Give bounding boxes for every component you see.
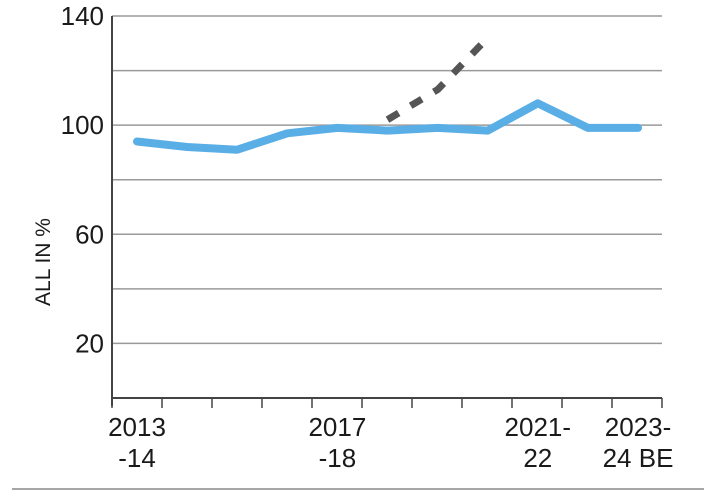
y-tick-label: 140 xyxy=(61,1,104,31)
x-tick-label: 22 xyxy=(523,443,552,473)
x-tick-label: 24 BE xyxy=(603,443,674,473)
y-axis-title: ALL IN % xyxy=(32,218,55,306)
y-tick-label: 60 xyxy=(75,219,104,249)
y-tick-labels: 20 60 100 140 xyxy=(61,1,104,358)
x-tick-label: 2023- xyxy=(605,412,672,442)
x-tick-label: -18 xyxy=(319,443,357,473)
x-axis-ticks xyxy=(111,398,663,408)
x-tick-label: 2013 xyxy=(108,412,166,442)
series-line-dashed xyxy=(385,35,491,123)
x-tick-labels: 2013-14 2017-18 2021-22 2023-24 BE xyxy=(108,412,673,473)
y-tick-label: 20 xyxy=(75,328,104,358)
series-line-solid xyxy=(133,99,642,154)
grid-lines xyxy=(112,15,662,345)
x-tick-label: 2021- xyxy=(505,412,572,442)
y-tick-label: 100 xyxy=(61,110,104,140)
series-group xyxy=(133,35,642,154)
x-tick-label: -14 xyxy=(118,443,156,473)
x-tick-label: 2017 xyxy=(308,412,366,442)
